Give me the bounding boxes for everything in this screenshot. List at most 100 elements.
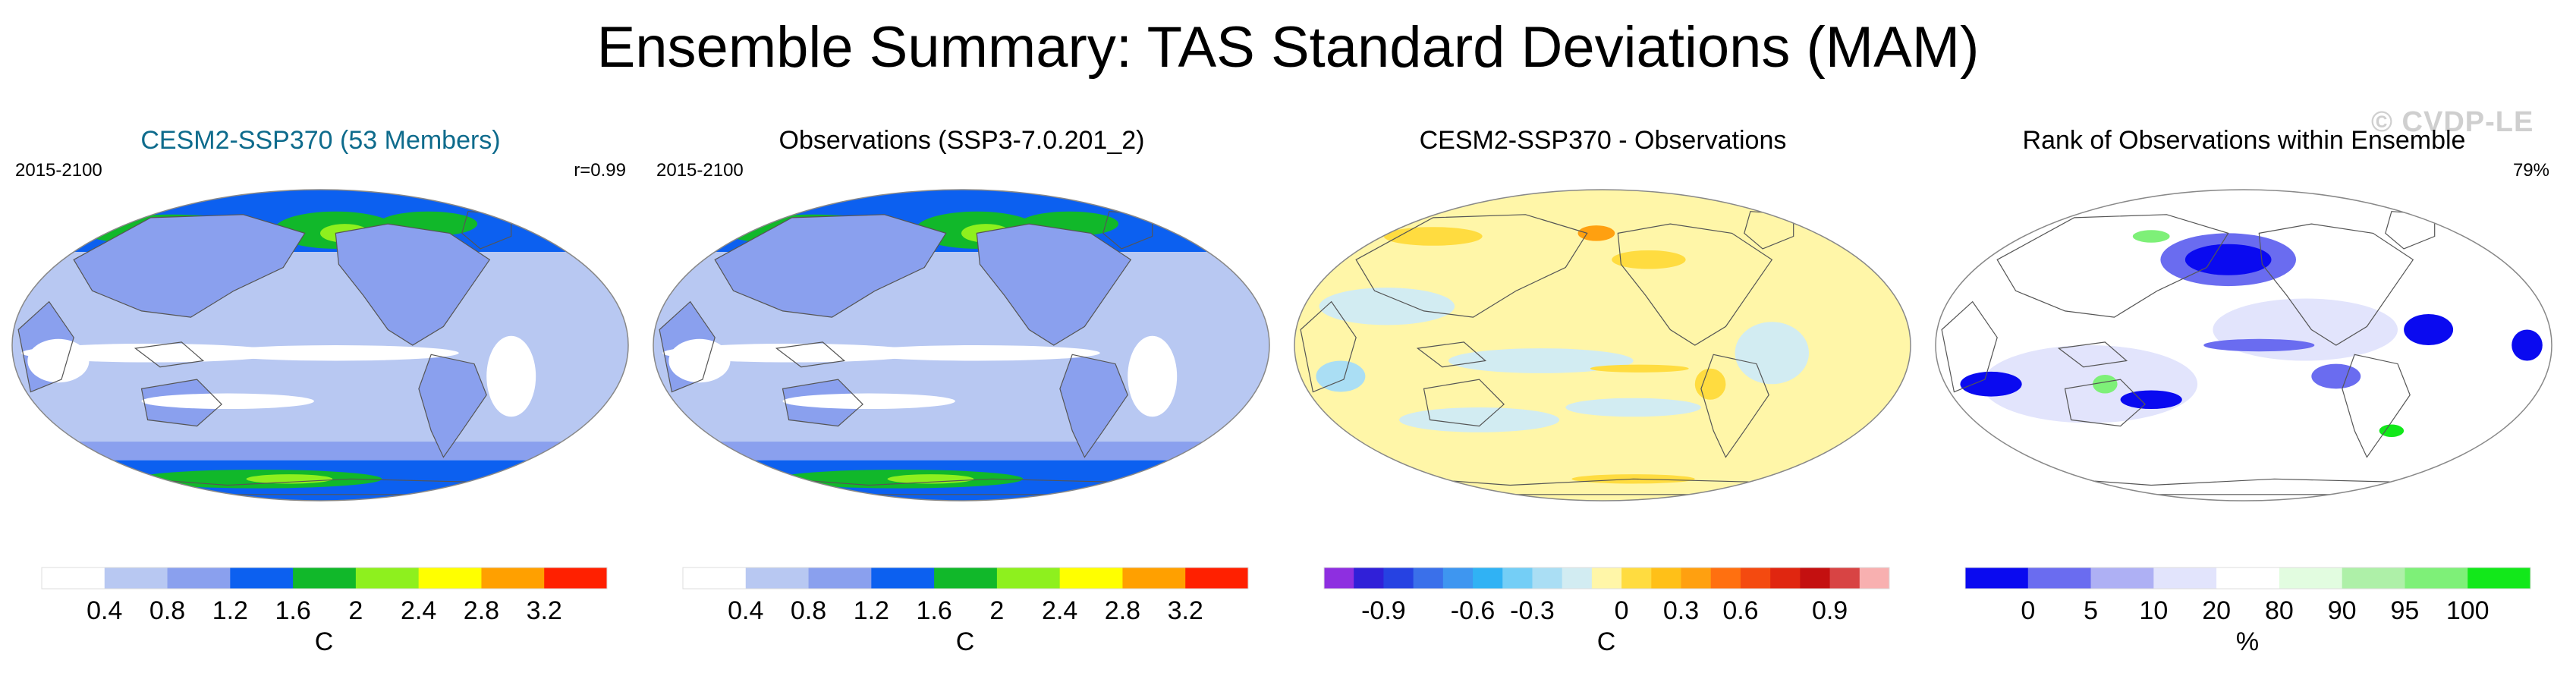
diff-warm-d [1590, 364, 1689, 373]
colorbar-box-5 [355, 568, 420, 589]
colorbar-box-7 [2405, 568, 2468, 589]
coastline-africa [659, 300, 716, 393]
white-south-band [782, 393, 955, 410]
colorbar-tick-label: -0.3 [1510, 596, 1555, 625]
colorbar: 0.4 0.8 1.2 1.6 2 2.4 2.8 3.2 [41, 567, 608, 625]
coastline-africa [1941, 300, 1998, 393]
map-border [11, 189, 629, 501]
colorbar-tick-label: 0.6 [1722, 596, 1758, 625]
coastline-africa [1300, 300, 1357, 393]
colorbar-tick-label: 2.8 [1105, 596, 1140, 625]
colorbar-tick-label: 3.2 [527, 596, 562, 625]
figure-title: Ensemble Summary: TAS Standard Deviation… [596, 15, 1980, 80]
colorbar-box-2 [1383, 568, 1414, 589]
coastline-eurasia [1996, 214, 2229, 318]
colorbar-tick-label: 2 [989, 596, 1004, 625]
colorbar-box-4 [2216, 568, 2280, 589]
period-label: 2015-2100 [15, 160, 102, 181]
panel-title: Observations (SSP3-7.0.201_2) [778, 126, 1145, 155]
panel-model-sd: CESM2-SSP370 (53 Members) 2015-2100 r=0.… [0, 114, 641, 660]
land-eurasia-shade [74, 214, 305, 318]
colorbar-box-6 [1059, 568, 1123, 589]
land-eurasia-shade [715, 214, 946, 318]
colorbar-frame [41, 567, 608, 590]
coastline-south-america [2342, 354, 2411, 458]
rank-high-north [2132, 230, 2170, 243]
panel-observations-sd: Observations (SSP3-7.0.201_2) 2015-2100 … [641, 114, 1282, 660]
colorbar-tick-label: 1.2 [212, 596, 248, 625]
colorbar-tick-label: 2 [348, 596, 363, 625]
coastline-maritime [2057, 341, 2128, 368]
correlation-label: r=0.99 [574, 160, 626, 181]
colorbar-tick-label: 0.8 [149, 596, 185, 625]
diff-warm-e [1694, 368, 1726, 400]
colorbar-box-9 [1591, 568, 1622, 589]
rank-low-atlantic [2404, 314, 2454, 345]
diff-warm-c [1577, 225, 1615, 241]
coastline-south-america [1059, 354, 1128, 458]
colorbar-tick-label: 0.8 [791, 596, 826, 625]
colorbar-box-2 [2090, 568, 2154, 589]
coastline-eurasia [1355, 214, 1588, 318]
colorbar-box-4 [293, 568, 357, 589]
colorbar-box-7 [1122, 568, 1186, 589]
rank-low-south-pacific [2120, 390, 2182, 410]
colorbar-tick-label: 0.3 [1663, 596, 1699, 625]
colorbar-box-14 [1740, 568, 1771, 589]
watermark-text: © CVDP-LE [2371, 106, 2534, 138]
colorbar-box-16 [1800, 568, 1831, 589]
colorbar-box-8 [1562, 568, 1593, 589]
colorbar-box-18 [1859, 568, 1890, 589]
colorbar-unit: C [1596, 627, 1616, 656]
colorbar-box-3 [1413, 568, 1444, 589]
colorbar-tick-label: 0.4 [86, 596, 122, 625]
coastline-eurasia [73, 214, 306, 318]
coastline-south-america [1700, 354, 1769, 458]
colorbar-frame [1323, 567, 1890, 590]
colorbar-box-5 [996, 568, 1061, 589]
colorbar-tick-label: 3.2 [1168, 596, 1203, 625]
coastline-australia [140, 379, 222, 427]
colorbar-box-1 [745, 568, 810, 589]
colorbar-box-0 [1965, 568, 2029, 589]
map-difference [1294, 189, 1911, 501]
coastline-australia [782, 379, 863, 427]
coastline-maritime [134, 341, 205, 368]
colorbar-tick-label: 10 [2139, 596, 2168, 625]
colorbar-box-5 [1473, 568, 1503, 589]
coastline-maritime [775, 341, 846, 368]
colorbar-box-0 [683, 568, 747, 589]
colorbar-frame [1964, 567, 2531, 590]
map-rank [1935, 189, 2552, 501]
colorbar-tick-label: 1.2 [854, 596, 889, 625]
colorbar-box-6 [2342, 568, 2405, 589]
colorbar-box-7 [1532, 568, 1563, 589]
map-observations-sd [653, 189, 1270, 501]
colorbar-box-5 [2279, 568, 2343, 589]
colorbar-box-12 [1681, 568, 1712, 589]
colorbar-tick-label: 2.8 [464, 596, 499, 625]
colorbar-box-11 [1651, 568, 1682, 589]
colorbar-box-3 [871, 568, 935, 589]
coastline-australia [2064, 379, 2146, 427]
land-south-america-shade [1059, 354, 1128, 457]
band-south-shade [12, 442, 628, 461]
panel-difference: CESM2-SSP370 - Observations -0.9 -0.6 -0.3… [1282, 114, 1923, 660]
map-border [653, 189, 1270, 501]
map-model-sd [11, 189, 629, 501]
rank-high-maritime [2093, 374, 2118, 394]
coastlines [659, 211, 1178, 495]
diff-light-blue-c [1399, 407, 1560, 432]
rank-high-south-atlantic [2379, 424, 2405, 437]
rank-tropical-pacific [2203, 338, 2315, 352]
colorbar-tick-label: -0.6 [1451, 596, 1496, 625]
colorbar-box-1 [1354, 568, 1384, 589]
colorbar-unit: C [314, 627, 334, 656]
colorbar-tick-label: -0.9 [1361, 596, 1406, 625]
white-indian [27, 338, 90, 383]
colorbar-box-3 [230, 568, 294, 589]
coastlines [17, 211, 536, 495]
land-south-america-shade [418, 354, 487, 457]
colorbar-unit: % [2235, 627, 2260, 656]
colorbar: -0.9 -0.6 -0.3 0 0.3 0.6 0.9 [1323, 567, 1890, 625]
